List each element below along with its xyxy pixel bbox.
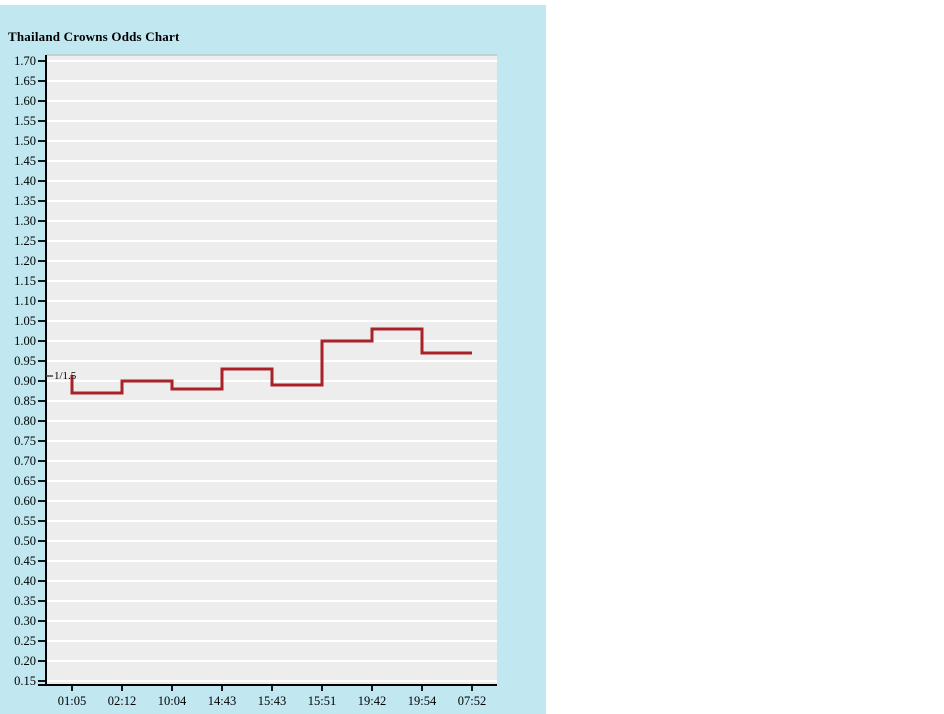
x-tick-label: 15:43	[258, 694, 286, 708]
y-tick-label: 0.60	[14, 494, 36, 508]
odds-step-chart: 1.70 1.65 1.60 1.55 1.50 1.45 1.40 1.35 1.30 1.25…	[14, 54, 497, 708]
horizontal-gridlines	[46, 60, 497, 682]
x-tick-label: 01:05	[58, 694, 86, 708]
y-tick-label: 1.55	[14, 114, 36, 128]
y-tick-label: 0.30	[14, 614, 36, 628]
y-tick-label: 0.80	[14, 414, 36, 428]
y-tick-label: 0.45	[14, 554, 36, 568]
y-tick-label: 1.05	[14, 314, 36, 328]
y-tick-label: 1.30	[14, 214, 36, 228]
x-tick-label: 10:04	[158, 694, 187, 708]
y-tick-label: 0.50	[14, 534, 36, 548]
y-tick-label: 0.65	[14, 474, 36, 488]
y-tick-label: 0.70	[14, 454, 36, 468]
y-tick-label: 0.55	[14, 514, 36, 528]
y-tick-label: 0.20	[14, 654, 36, 668]
y-tick-label: 1.35	[14, 194, 36, 208]
open-odds-label: 1/1.5	[54, 370, 77, 382]
y-tick-label: 1.45	[14, 154, 36, 168]
y-tick-label: 1.60	[14, 94, 36, 108]
x-tick-label: 19:42	[358, 694, 386, 708]
y-tick-label: 0.85	[14, 394, 36, 408]
opening-odds-annotation: 1/1.5	[46, 370, 77, 382]
y-tick-label: 1.20	[14, 254, 36, 268]
x-tick-label: 02:12	[108, 694, 136, 708]
y-tick-label: 0.25	[14, 634, 36, 648]
x-tick-label: 07:52	[458, 694, 486, 708]
x-tick-label: 14:43	[208, 694, 236, 708]
y-tick-label: 1.00	[14, 334, 36, 348]
y-tick-label: 0.75	[14, 434, 36, 448]
odds-step-line	[70, 327, 472, 395]
y-tick-label: 0.35	[14, 594, 36, 608]
y-tick-label: 0.15	[14, 674, 36, 688]
y-tick-label: 1.15	[14, 274, 36, 288]
y-tick-label: 1.10	[14, 294, 36, 308]
y-axis-ticks	[38, 60, 46, 682]
y-tick-label: 1.65	[14, 74, 36, 88]
y-tick-label: 1.40	[14, 174, 36, 188]
y-tick-label: 0.95	[14, 354, 36, 368]
y-axis-tick-labels: 1.70 1.65 1.60 1.55 1.50 1.45 1.40 1.35 1.30 1.25…	[14, 54, 36, 688]
x-tick-label: 15:51	[308, 694, 336, 708]
y-tick-label: 0.40	[14, 574, 36, 588]
x-tick-label: 19:54	[408, 694, 437, 708]
chart-title: Thailand Crowns Odds Chart	[8, 29, 180, 44]
y-tick-label: 1.25	[14, 234, 36, 248]
y-tick-label: 1.50	[14, 134, 36, 148]
y-tick-label: 0.90	[14, 374, 36, 388]
x-axis-tick-labels: 01:05 02:12 10:04 14:43 15:43 15:51 19:42 19:54…	[58, 694, 486, 708]
y-tick-label: 1.70	[14, 54, 36, 68]
